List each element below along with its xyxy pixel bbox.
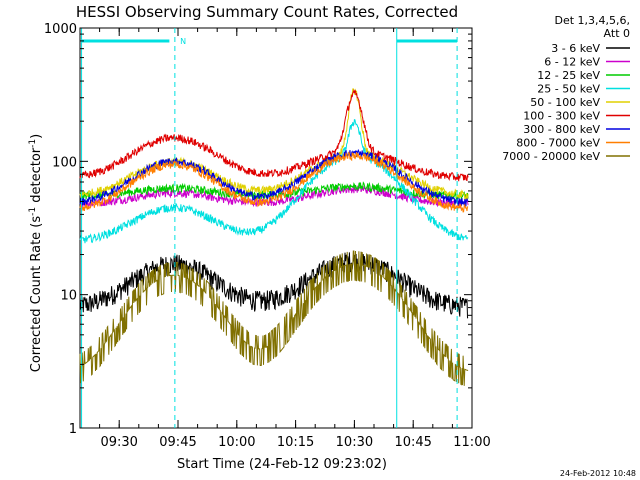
x-tick-label-0: 09:30 [100, 435, 137, 450]
y-tick-label-1: 10 [60, 289, 77, 304]
series-line-1 [79, 184, 469, 210]
series-line-0 [79, 251, 469, 319]
timestamp: 24-Feb-2012 10:48 [560, 469, 636, 478]
x-axis-label: Start Time (24-Feb-12 09:23:02) [177, 457, 387, 472]
marker-label-0: N [180, 37, 186, 46]
legend-header-1: Att 0 [604, 27, 630, 40]
legend-label-0: 3 - 6 keV [551, 42, 600, 55]
x-tick-label-3: 10:15 [277, 435, 314, 450]
y-tick-label-3: 1000 [44, 22, 77, 37]
series-line-5 [79, 88, 469, 182]
legend-label-7: 800 - 7000 keV [516, 137, 600, 150]
y-axis-label: Corrected Count Rate (s-1 detector-1) [28, 134, 44, 372]
legend-label-3: 25 - 50 keV [537, 83, 600, 96]
series-line-6 [79, 148, 469, 207]
x-tick-label-5: 10:45 [394, 435, 431, 450]
legend-label-5: 100 - 300 keV [523, 110, 600, 123]
chart-title: HESSI Observing Summary Count Rates, Cor… [76, 3, 458, 21]
x-tick-label-1: 09:45 [159, 435, 196, 450]
x-tick-label-4: 10:30 [336, 435, 373, 450]
legend-label-1: 6 - 12 keV [544, 56, 600, 69]
x-tick-label-2: 10:00 [218, 435, 255, 450]
legend-label-4: 50 - 100 keV [530, 96, 600, 109]
legend-label-2: 12 - 25 keV [537, 69, 600, 82]
legend-header-0: Det 1,3,4,5,6, [554, 14, 630, 27]
legend-label-6: 300 - 800 keV [523, 123, 600, 136]
series-line-4 [79, 88, 469, 201]
plot-frame [79, 27, 473, 429]
series-line-7 [79, 151, 469, 213]
y-tick-label-0: 1 [69, 422, 77, 437]
legend-label-8: 7000 - 20000 keV [502, 150, 600, 163]
series-line-8 [79, 250, 469, 386]
series-line-3 [79, 119, 469, 244]
y-tick-label-2: 100 [52, 155, 77, 170]
x-tick-label-6: 11:00 [453, 435, 490, 450]
